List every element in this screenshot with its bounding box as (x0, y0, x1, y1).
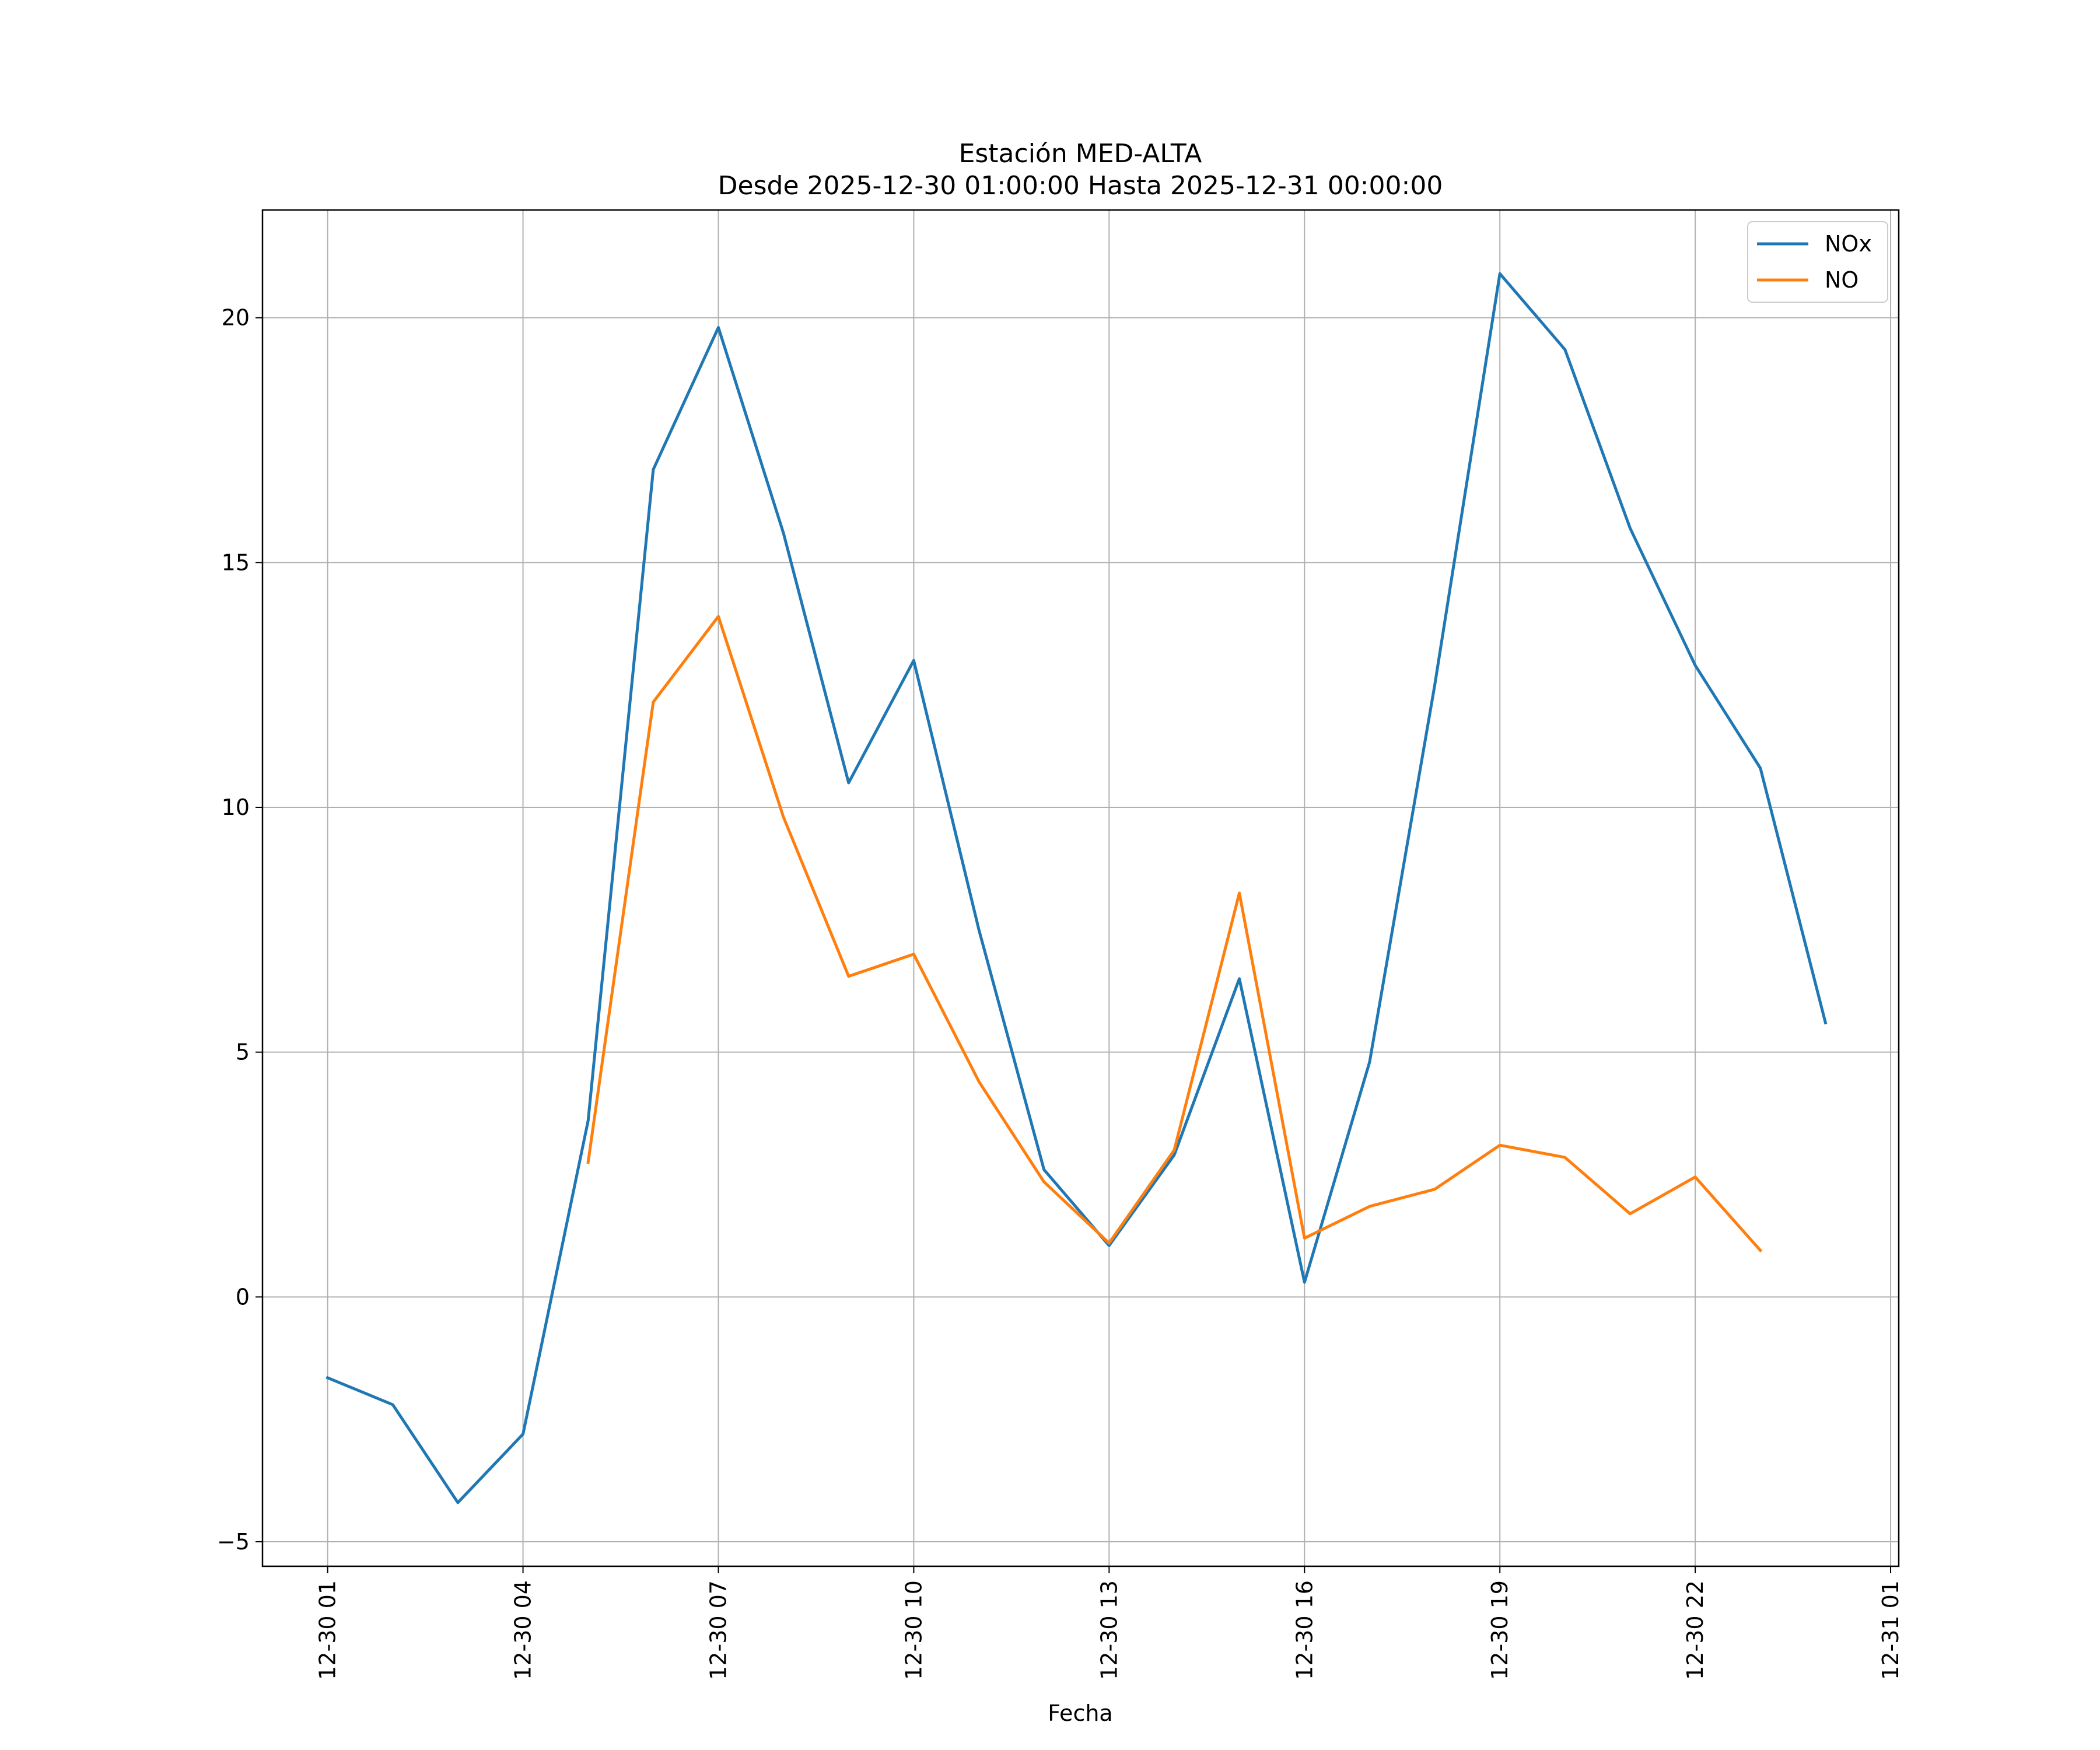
x-tick-label: 12-30 07 (705, 1580, 731, 1680)
grid-lines (262, 210, 1899, 1566)
legend-label-no: NO (1825, 267, 1859, 293)
x-tick-label: 12-30 22 (1682, 1580, 1708, 1680)
y-tick-label: 20 (222, 305, 250, 331)
series-line-nox (326, 272, 1828, 1504)
plot-area-frame (261, 209, 1900, 1567)
legend-box (1747, 221, 1888, 303)
y-tick-label: 0 (236, 1284, 250, 1310)
x-tick-label: 12-30 19 (1487, 1580, 1513, 1680)
x-tick-label: 12-30 16 (1292, 1580, 1317, 1680)
series-lines (326, 272, 1828, 1504)
x-axis-ticks: 12-30 01 12-30 04 12-30 07 12-30 10 12-30 13… (315, 1566, 1903, 1680)
y-tick-label: 5 (236, 1040, 250, 1065)
x-tick-label: 12-30 13 (1096, 1580, 1122, 1680)
y-axis-ticks: −5 0 5 10 15 20 (217, 305, 262, 1555)
y-tick-label: 10 (222, 794, 250, 820)
y-tick-label: −5 (217, 1529, 250, 1555)
y-tick-label: 15 (222, 550, 250, 575)
chart-subtitle: Desde 2025-12-30 01:00:00 Hasta 2025-12-… (718, 171, 1443, 201)
x-tick-label: 12-30 04 (510, 1580, 536, 1680)
legend-label-nox: NOx (1825, 231, 1872, 257)
x-tick-label: 12-30 01 (315, 1580, 341, 1680)
x-tick-label: 12-31 01 (1878, 1580, 1903, 1680)
series-line-no (586, 615, 1763, 1253)
x-tick-label: 12-30 10 (901, 1580, 926, 1680)
chart-title: Estación MED-ALTA (959, 139, 1202, 169)
x-axis-label: Fecha (1048, 1700, 1112, 1726)
legend: NOx NO (1747, 221, 1888, 303)
